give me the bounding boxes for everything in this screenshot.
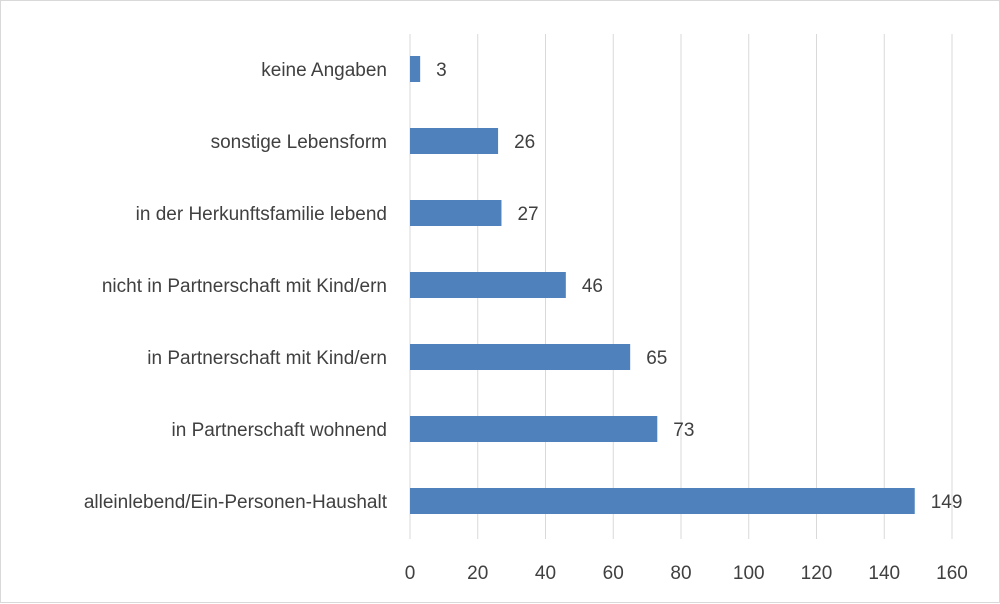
data-label: 65: [646, 348, 667, 369]
category-label: in Partnerschaft wohnend: [172, 420, 387, 441]
x-tick-label: 0: [405, 563, 416, 584]
bar: [410, 56, 421, 82]
data-label: 46: [582, 276, 603, 297]
tick-layer: 0 20 40 60 80 100 120 140 160: [405, 563, 968, 584]
data-label: 73: [673, 420, 694, 441]
data-label: 149: [931, 492, 963, 513]
category-label: in Partnerschaft mit Kind/ern: [147, 348, 387, 369]
category-label: alleinlebend/Ein-Personen-Haushalt: [84, 492, 388, 513]
data-label: 3: [436, 60, 447, 81]
bar-layer: [410, 56, 915, 514]
x-tick-label: 120: [801, 563, 833, 584]
x-tick-label: 160: [936, 563, 968, 584]
data-label: 27: [517, 204, 538, 225]
category-label: keine Angaben: [261, 60, 387, 81]
label-layer: keine Angaben 3 sonstige Lebensform 26 in de…: [84, 60, 963, 513]
bar: [410, 128, 499, 154]
x-tick-label: 40: [535, 563, 556, 584]
x-tick-label: 140: [868, 563, 900, 584]
grid-layer: [409, 34, 953, 539]
category-label: nicht in Partnerschaft mit Kind/ern: [102, 276, 387, 297]
x-tick-label: 60: [603, 563, 624, 584]
category-label: in der Herkunftsfamilie lebend: [136, 204, 387, 225]
bar: [410, 272, 566, 298]
x-tick-label: 20: [467, 563, 488, 584]
bar: [410, 200, 502, 226]
x-tick-label: 100: [733, 563, 765, 584]
bar: [410, 488, 915, 514]
x-tick-label: 80: [670, 563, 691, 584]
data-label: 26: [514, 132, 535, 153]
bar: [410, 416, 658, 442]
bar: [410, 344, 631, 370]
category-label: sonstige Lebensform: [211, 132, 387, 153]
